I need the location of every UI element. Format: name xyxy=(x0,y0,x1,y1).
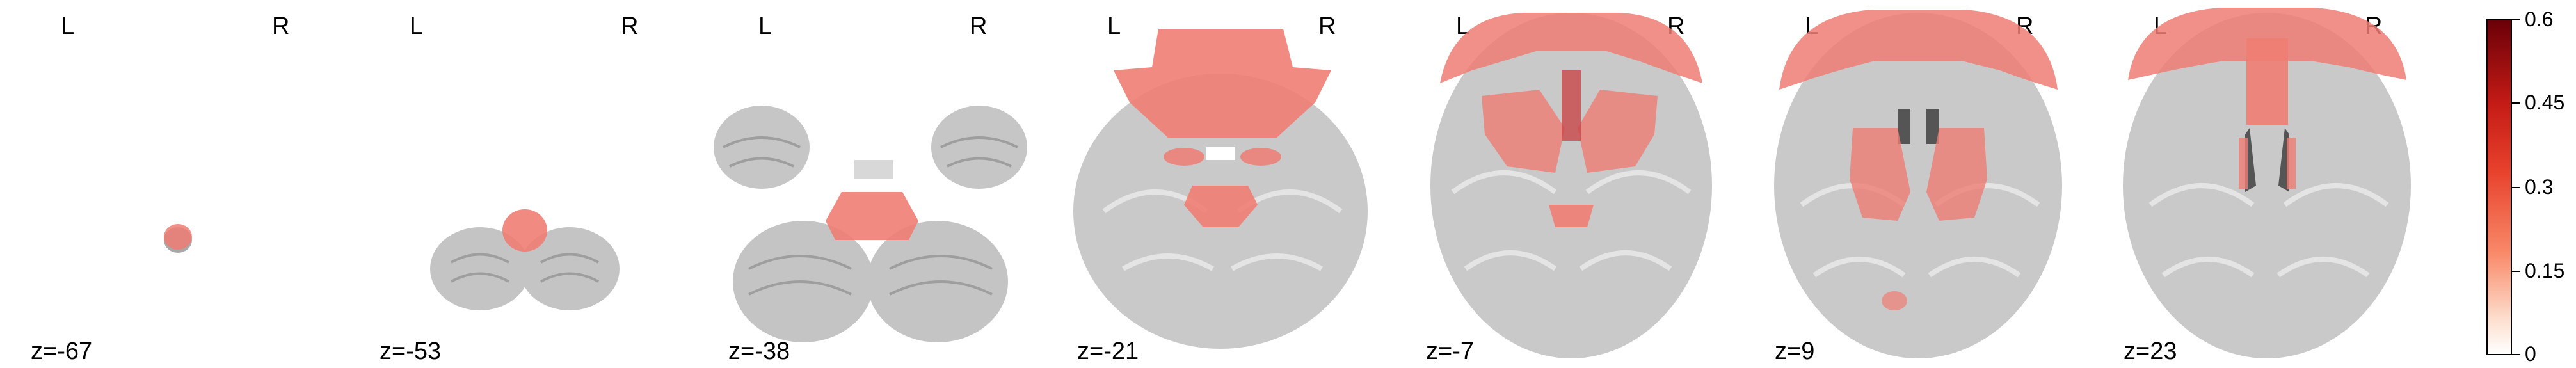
colorbar-tick xyxy=(2512,354,2520,355)
slice-panel-7: L R z=23 xyxy=(2093,0,2442,368)
colorbar-tick xyxy=(2512,271,2520,272)
slice-z-label: z=-7 xyxy=(1426,338,1474,365)
brain-slice-image xyxy=(1430,13,1712,358)
brain-slice-image xyxy=(1774,10,2062,358)
slice-z-label: z=-67 xyxy=(31,338,93,365)
colorbar-tick-label: 0.45 xyxy=(2525,91,2565,114)
slice-panel-1: L R z=-67 xyxy=(0,0,349,368)
colorbar-tick xyxy=(2512,19,2520,20)
left-label: L xyxy=(1107,13,1121,40)
colorbar xyxy=(2486,19,2512,355)
colorbar-tick-label: 0 xyxy=(2525,342,2536,365)
brain-slice-image xyxy=(1073,29,1368,349)
slice-panel-5: L R z=-7 xyxy=(1395,0,1744,368)
slice-panel-3: L R z=-38 xyxy=(698,0,1046,368)
slice-panel-2: L R z=-53 xyxy=(349,0,698,368)
slice-z-label: z=-21 xyxy=(1077,338,1139,365)
brain-slice-image xyxy=(714,106,1027,342)
left-label: L xyxy=(61,13,75,40)
slice-z-label: z=9 xyxy=(1775,338,1815,365)
right-label: R xyxy=(970,13,988,40)
slice-z-label: z=23 xyxy=(2124,338,2177,365)
slice-z-label: z=-53 xyxy=(380,338,442,365)
slice-panel-6: L R z=9 xyxy=(1744,0,2093,368)
colorbar-tick-label: 0.3 xyxy=(2525,175,2554,198)
left-label: L xyxy=(758,13,772,40)
slice-panel-4: L R z=-21 xyxy=(1046,0,1395,368)
right-label: R xyxy=(272,13,290,40)
colorbar-tick-label: 0.6 xyxy=(2525,8,2554,31)
right-label: R xyxy=(1318,13,1336,40)
slice-z-label: z=-38 xyxy=(728,338,790,365)
colorbar-tick xyxy=(2512,187,2520,188)
colorbar-tick-label: 0.15 xyxy=(2525,259,2565,282)
colorbar-tick xyxy=(2512,102,2520,104)
brain-slice-image xyxy=(430,209,620,310)
right-label: R xyxy=(621,13,639,40)
left-label: L xyxy=(410,13,424,40)
brain-slice-image xyxy=(164,224,192,253)
left-label: L xyxy=(1456,13,1470,40)
brain-slice-image xyxy=(2123,8,2411,358)
